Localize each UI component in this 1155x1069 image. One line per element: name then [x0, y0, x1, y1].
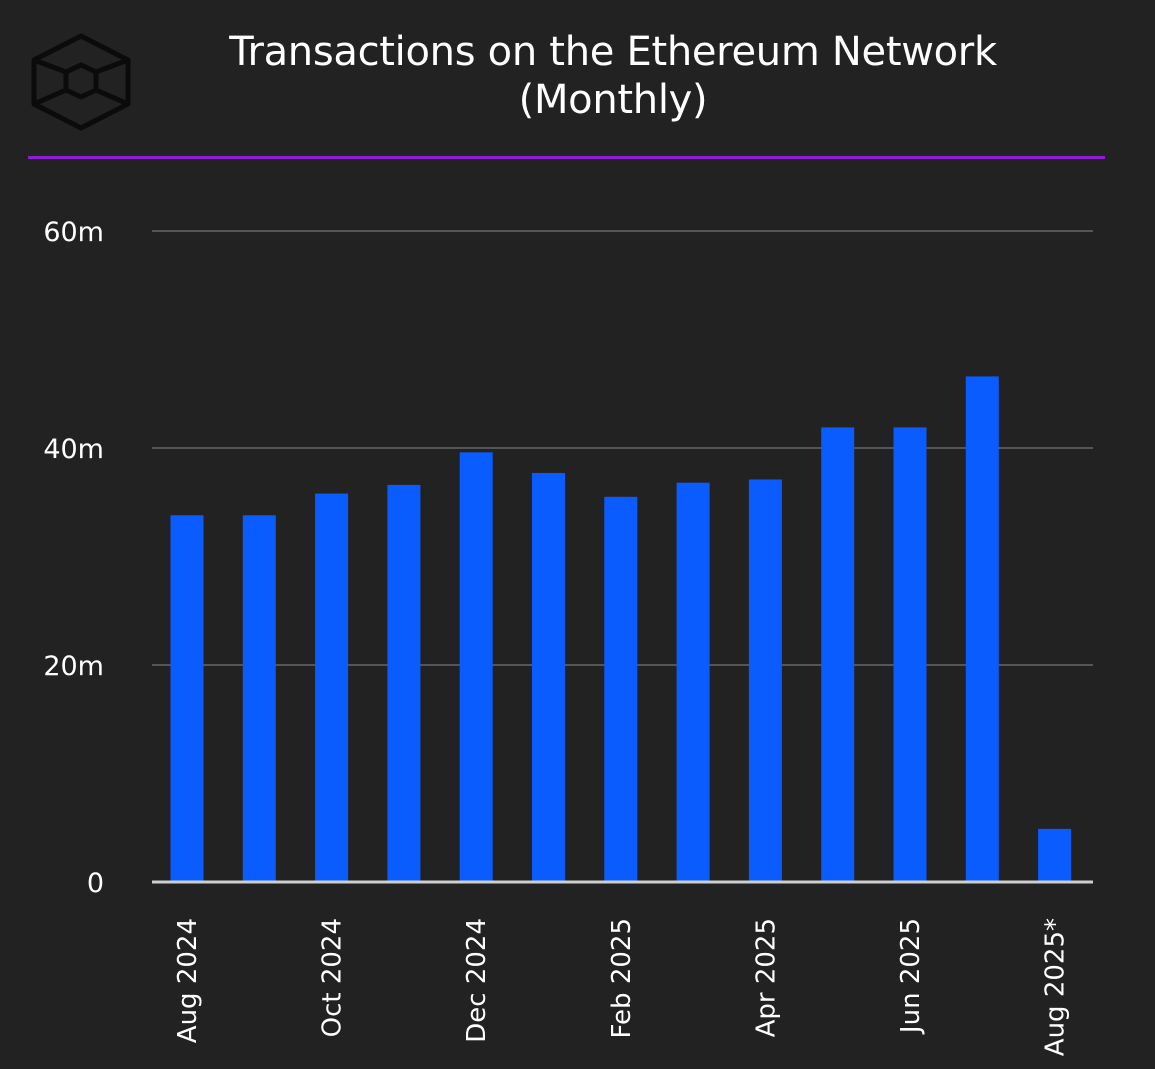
bar-may-2025 [821, 427, 855, 882]
bar-sep-2024 [242, 515, 276, 882]
bar-aug-2024 [170, 515, 204, 882]
bar-aug-2025 [1038, 828, 1072, 882]
x-tick-label: Oct 2024 [318, 918, 348, 1037]
bar-jan-2025 [532, 472, 565, 882]
tick-labels: 0 20m 40m 60m Aug 2024 Oct 2024 Dec 2024 Feb 20… [43, 217, 1070, 1056]
x-tick-label: Jun 2025 [896, 918, 926, 1035]
cube-logo-icon [31, 33, 131, 131]
bar-jul-2025 [965, 376, 999, 882]
x-tick-label: Aug 2024 [173, 918, 203, 1043]
x-tick-label: Dec 2024 [462, 918, 492, 1043]
bar-dec-2024 [459, 452, 493, 882]
bar-nov-2024 [387, 484, 421, 882]
bar-feb-2025 [604, 496, 638, 882]
y-tick-label: 60m [43, 217, 104, 248]
bar-jun-2025 [893, 427, 927, 882]
x-tick-label: Aug 2025* [1041, 918, 1071, 1056]
y-tick-label: 0 [87, 868, 104, 899]
title-divider [28, 156, 1105, 159]
x-tick-label: Apr 2025 [751, 918, 781, 1037]
bar-oct-2024 [315, 493, 349, 882]
y-tick-label: 20m [43, 651, 104, 682]
bar-apr-2025 [748, 479, 782, 882]
bars [170, 376, 1072, 882]
chart-title-line-1: Transactions on the Ethereum Network [229, 29, 997, 75]
y-tick-label: 40m [43, 434, 104, 465]
chart-title-line-2: (Monthly) [518, 77, 708, 123]
bar-mar-2025 [676, 482, 710, 882]
x-tick-label: Feb 2025 [607, 918, 637, 1038]
chart-title: Transactions on the Ethereum Network (Mo… [150, 28, 1076, 124]
